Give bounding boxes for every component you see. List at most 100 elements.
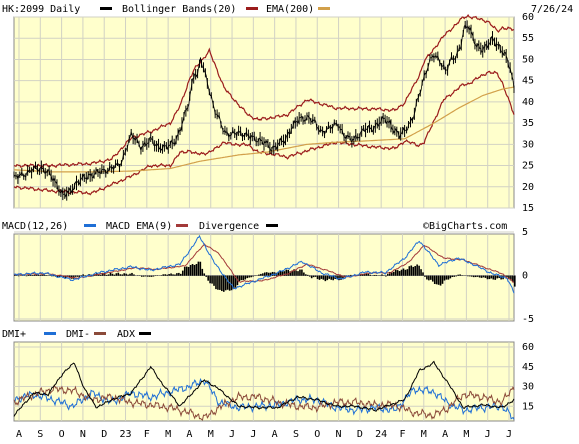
divergence-bar [299,269,301,276]
divergence-bar [246,275,249,279]
divergence-bar [160,275,163,276]
divergence-bar [113,274,116,276]
dmi-y-tick-label: 45 [522,362,534,373]
divergence-bar [101,272,104,276]
divergence-bar [295,270,297,276]
bollinger-legend-swatch [246,7,258,10]
x-tick-label: J [250,429,256,440]
divergence-bar [439,275,442,286]
macd-y-tick-label: 5 [522,227,528,238]
macd-line [13,234,515,294]
x-tick-label: 23 [119,429,131,440]
price-y-tick-label: 20 [522,182,534,193]
divergence-bar [76,275,79,277]
divergence-bar [330,275,333,280]
divergence-bar [84,275,86,277]
divergence-bar [31,275,34,276]
macd-panel: 5 0 -5 [13,227,534,325]
divergence-bar [281,271,284,276]
divergence-legend-swatch [266,224,278,227]
divergence-bar [426,275,428,280]
x-tick-label: J [485,429,491,440]
divergence-bar [342,275,344,279]
macd-ema-line [13,243,515,283]
divergence-bar [201,268,204,276]
price-y-tick-label: 55 [522,33,534,44]
divergence-bar [107,274,110,276]
divergence-bar [58,275,61,278]
divergence-bar [213,275,215,286]
divergence-bar [277,271,280,276]
divergence-bar [437,275,440,285]
divergence-bar [97,274,100,276]
divergence-bar [121,274,124,276]
divergence-bar [53,275,55,277]
divergence-bar [265,272,268,276]
divergence-bar [336,275,338,279]
divergence-bar [338,275,340,281]
divergence-bar [195,264,198,276]
divergence-bar [33,274,36,276]
divergence-bar [14,274,16,276]
divergence-bar [170,273,172,276]
divergence-bar [152,275,155,277]
divergence-bar [244,275,247,280]
divergence-bar [37,274,40,276]
divergence-bar [232,275,235,289]
divergence-bar [361,274,364,276]
divergence-bar [123,273,125,276]
divergence-bar [258,274,260,276]
divergence-bar [181,270,184,276]
divergence-bar [498,275,500,279]
price-y-tick-label: 40 [522,97,534,108]
macd-y-tick-label: 0 [522,271,528,282]
divergence-bar [209,275,211,284]
divergence-bar [144,275,147,277]
divergence-bar [221,275,223,292]
divergence-bar [494,275,497,280]
divergence-bar [207,275,209,281]
divergence-bar [373,274,375,276]
divergence-bar [449,275,452,279]
dmi-y-tick-label: 60 [522,342,534,353]
divergence-bar [238,275,241,282]
divergence-bar [269,272,272,276]
price-y-tick-label: 30 [522,139,534,150]
divergence-bar [418,265,420,276]
bollinger-legend-label: Bollinger Bands(20) [122,4,236,15]
dmi-y-tick-label: 15 [522,401,534,412]
x-tick-label: M [165,429,171,440]
divergence-bar [365,273,368,276]
x-tick-label: O [314,429,320,440]
divergence-bar [174,274,176,276]
divergence-bar [441,275,444,284]
divergence-bar [363,273,366,276]
divergence-bar [396,270,399,276]
x-tick-label: F [399,429,405,440]
divergence-bar [222,275,225,292]
divergence-bar [367,273,370,276]
ema-legend-label: EMA(200) [266,4,314,15]
divergence-bar [349,274,352,276]
divergence-bar [140,275,143,277]
divergence-bar [324,275,327,282]
divergence-bar [445,275,448,280]
divergence-bar [289,271,291,276]
x-tick-label: M [421,429,427,440]
divergence-bar [305,274,307,276]
divergence-bar [398,271,401,276]
divergence-bar [250,275,252,278]
divergence-bar [459,274,461,276]
dmi-y-tick-label: 30 [522,382,534,393]
divergence-bar [488,275,491,280]
divergence-bar [332,275,334,281]
divergence-bar [191,264,194,276]
price-y-tick-label: 50 [522,54,534,65]
divergence-bar [211,275,213,284]
symbol-label: HK:2099 Daily [2,4,80,15]
divergence-bar [154,275,157,277]
price-y-tick-label: 45 [522,76,534,87]
divergence-bar [408,266,411,276]
divergence-bar [99,274,102,276]
divergence-bar [457,274,459,276]
